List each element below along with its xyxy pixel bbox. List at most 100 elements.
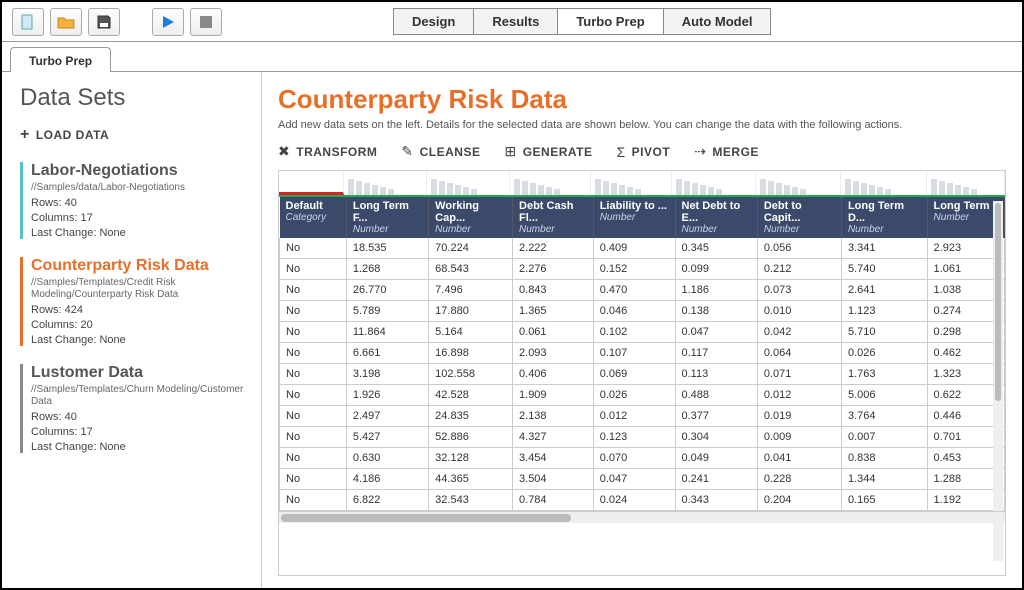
action-label: TRANSFORM: [296, 145, 377, 159]
merge-icon: ⇢: [694, 143, 706, 160]
cell: 0.113: [675, 364, 757, 385]
main-toolbar: DesignResultsTurbo PrepAuto Model: [2, 2, 1022, 42]
cell: 0.049: [675, 448, 757, 469]
dataset-lastchange: Last Change: None: [31, 334, 247, 346]
cell: No: [280, 259, 347, 280]
cell: No: [280, 364, 347, 385]
cell: 0.377: [675, 406, 757, 427]
cell: 11.864: [346, 322, 428, 343]
cell: 16.898: [429, 343, 513, 364]
generate-icon: ⊞: [504, 143, 516, 160]
vertical-scrollbar[interactable]: [993, 201, 1003, 561]
table-row[interactable]: No2.49724.8352.1380.0120.3770.0193.7640.…: [280, 406, 1005, 427]
mode-tab-turbo-prep[interactable]: Turbo Prep: [557, 8, 663, 35]
cell: 32.543: [429, 490, 513, 511]
action-label: CLEANSE: [420, 145, 481, 159]
cell: No: [280, 490, 347, 511]
page-title: Counterparty Risk Data: [278, 84, 1006, 115]
cell: 0.117: [675, 343, 757, 364]
column-header[interactable]: DefaultCategory: [280, 197, 347, 238]
cell: 1.909: [513, 385, 594, 406]
cell: 0.345: [675, 238, 757, 259]
generate-action[interactable]: ⊞GENERATE: [504, 143, 592, 160]
load-data-button[interactable]: LOAD DATA: [20, 126, 247, 144]
table-row[interactable]: No5.78917.8801.3650.0460.1380.0101.1230.…: [280, 301, 1005, 322]
cell: 5.789: [346, 301, 428, 322]
horizontal-scrollbar[interactable]: [279, 511, 1005, 523]
dataset-item[interactable]: Labor-Negotiations//Samples/data/Labor-N…: [20, 162, 247, 239]
table-row[interactable]: No5.42752.8864.3270.1230.3040.0090.0070.…: [280, 427, 1005, 448]
column-header[interactable]: Long Term D...Number: [841, 197, 927, 238]
cell: 0.041: [757, 448, 841, 469]
stop-button[interactable]: [190, 8, 222, 36]
cell: 5.006: [841, 385, 927, 406]
table-row[interactable]: No6.82232.5430.7840.0240.3430.2040.1651.…: [280, 490, 1005, 511]
cell: 0.228: [757, 469, 841, 490]
mode-tab-results[interactable]: Results: [473, 8, 558, 35]
cell: 6.822: [346, 490, 428, 511]
save-button[interactable]: [88, 8, 120, 36]
mode-tab-design[interactable]: Design: [393, 8, 474, 35]
content-pane: Counterparty Risk Data Add new data sets…: [262, 72, 1022, 588]
column-header[interactable]: Debt Cash Fl...Number: [513, 197, 594, 238]
new-file-button[interactable]: [12, 8, 44, 36]
pivot-icon: Σ: [617, 144, 626, 160]
data-table: DefaultCategoryLong Term F...NumberWorki…: [279, 197, 1005, 511]
cell: No: [280, 385, 347, 406]
transform-action[interactable]: ✖TRANSFORM: [278, 143, 377, 160]
cell: 0.304: [675, 427, 757, 448]
cell: 0.056: [757, 238, 841, 259]
cleanse-action[interactable]: ✎CLEANSE: [401, 143, 480, 160]
cell: 0.152: [593, 259, 675, 280]
table-row[interactable]: No0.63032.1283.4540.0700.0490.0410.8380.…: [280, 448, 1005, 469]
table-row[interactable]: No18.53570.2242.2220.4090.3450.0563.3412…: [280, 238, 1005, 259]
mode-tab-auto-model[interactable]: Auto Model: [663, 8, 772, 35]
pivot-action[interactable]: ΣPIVOT: [617, 143, 671, 160]
table-row[interactable]: No3.198102.5580.4060.0690.1130.0711.7631…: [280, 364, 1005, 385]
cell: 0.071: [757, 364, 841, 385]
merge-action[interactable]: ⇢MERGE: [694, 143, 759, 160]
dataset-item[interactable]: Lustomer Data //Samples/Templates/Churn M…: [20, 364, 247, 453]
dataset-path: //Samples/Templates/Churn Modeling/Custo…: [31, 384, 247, 408]
dataset-item[interactable]: Counterparty Risk Data//Samples/Template…: [20, 257, 247, 346]
cell: 3.764: [841, 406, 927, 427]
cell: 0.843: [513, 280, 594, 301]
pane-tab-turbo-prep[interactable]: Turbo Prep: [10, 47, 111, 72]
pane-tab-row: Turbo Prep: [2, 42, 1022, 72]
cell: 26.770: [346, 280, 428, 301]
column-header[interactable]: Long Term F...Number: [346, 197, 428, 238]
cell: 0.343: [675, 490, 757, 511]
cell: No: [280, 406, 347, 427]
table-row[interactable]: No1.92642.5281.9090.0260.4880.0125.0060.…: [280, 385, 1005, 406]
cell: 68.543: [429, 259, 513, 280]
column-header[interactable]: Debt to Capit...Number: [757, 197, 841, 238]
dataset-title[interactable]: Counterparty Risk Data: [31, 257, 247, 275]
cell: 5.710: [841, 322, 927, 343]
cell: 0.026: [593, 385, 675, 406]
column-header[interactable]: Net Debt to E...Number: [675, 197, 757, 238]
dataset-title[interactable]: Lustomer Data: [31, 364, 247, 382]
dataset-title[interactable]: Labor-Negotiations: [31, 162, 247, 180]
cell: 5.740: [841, 259, 927, 280]
cell: 3.454: [513, 448, 594, 469]
open-folder-button[interactable]: [50, 8, 82, 36]
column-sparklines: [279, 171, 1005, 197]
cell: 0.123: [593, 427, 675, 448]
cell: 0.019: [757, 406, 841, 427]
cell: 4.327: [513, 427, 594, 448]
table-row[interactable]: No6.66116.8982.0930.1070.1170.0640.0260.…: [280, 343, 1005, 364]
table-row[interactable]: No1.26868.5432.2760.1520.0990.2125.7401.…: [280, 259, 1005, 280]
table-row[interactable]: No26.7707.4960.8430.4701.1860.0732.6411.…: [280, 280, 1005, 301]
column-header[interactable]: Liability to ...Number: [593, 197, 675, 238]
cell: 0.204: [757, 490, 841, 511]
run-button[interactable]: [152, 8, 184, 36]
cell: 0.061: [513, 322, 594, 343]
table-row[interactable]: No4.18644.3653.5040.0470.2410.2281.3441.…: [280, 469, 1005, 490]
cell: 0.099: [675, 259, 757, 280]
cell: 2.222: [513, 238, 594, 259]
column-header[interactable]: Working Cap...Number: [429, 197, 513, 238]
cell: 1.763: [841, 364, 927, 385]
table-row[interactable]: No11.8645.1640.0610.1020.0470.0425.7100.…: [280, 322, 1005, 343]
cell: 1.123: [841, 301, 927, 322]
cell: 0.784: [513, 490, 594, 511]
